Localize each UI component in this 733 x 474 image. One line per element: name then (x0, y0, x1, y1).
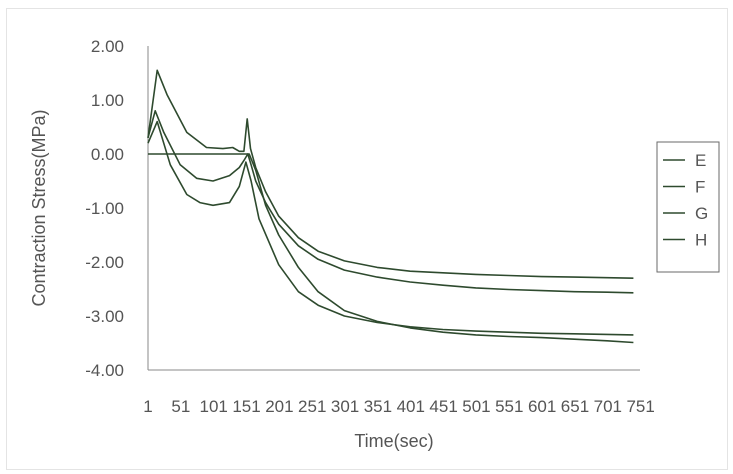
y-tick-label: 2.00 (91, 37, 124, 56)
legend-label: E (695, 151, 706, 170)
series-line-g (147, 110, 634, 294)
legend-label: F (695, 178, 705, 197)
y-tick-label: -2.00 (85, 253, 124, 272)
x-tick-label: 751 (626, 397, 654, 416)
x-tick-label: 351 (364, 397, 392, 416)
y-tick-label: -1.00 (85, 199, 124, 218)
x-tick-label: 451 (429, 397, 457, 416)
x-tick-label: 601 (528, 397, 556, 416)
x-tick-label: 301 (331, 397, 359, 416)
x-tick-label: 51 (171, 397, 190, 416)
y-tick-label: 0.00 (91, 145, 124, 164)
x-tick-label: 151 (232, 397, 260, 416)
y-tick-label: -4.00 (85, 361, 124, 380)
legend-label: G (695, 204, 708, 223)
x-tick-label: 651 (561, 397, 589, 416)
series-line-f (147, 69, 634, 279)
x-tick-label: 401 (397, 397, 425, 416)
x-tick-label: 501 (462, 397, 490, 416)
y-tick-label: -3.00 (85, 307, 124, 326)
x-tick-label: 701 (594, 397, 622, 416)
x-tick-label: 101 (200, 397, 228, 416)
series-line-h (147, 120, 634, 336)
x-tick-label: 201 (265, 397, 293, 416)
x-tick-label: 551 (495, 397, 523, 416)
x-axis-title: Time(sec) (354, 431, 433, 451)
y-tick-label: 1.00 (91, 91, 124, 110)
y-axis-title: Contraction Stress(MPa) (29, 109, 49, 306)
chart-frame (6, 8, 728, 470)
legend-box (656, 141, 720, 273)
x-tick-label: 1 (143, 397, 152, 416)
series-line-e (148, 153, 634, 344)
legend-label: H (695, 231, 707, 250)
x-tick-label: 251 (298, 397, 326, 416)
